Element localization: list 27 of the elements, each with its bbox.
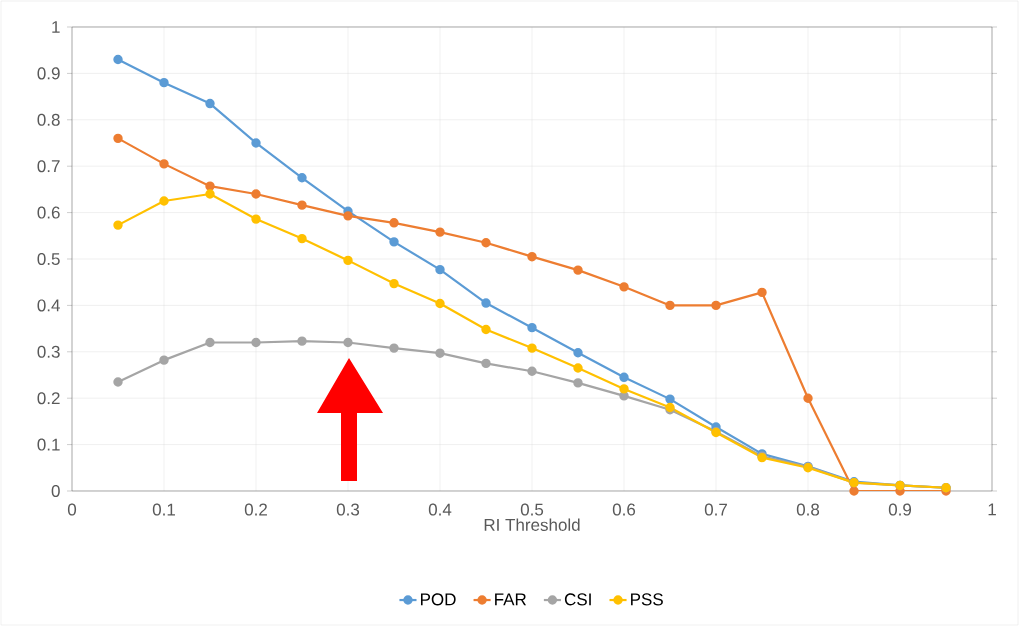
x-tick-label: 0.9 — [888, 503, 912, 516]
y-tick-label: 0.9 — [37, 67, 60, 80]
x-tick-label: 0.1 — [152, 503, 175, 516]
x-tick-label: 0.5 — [520, 503, 544, 516]
legend-label: CSI — [564, 593, 591, 606]
y-tick-label: 1 — [52, 21, 60, 33]
y-tick-label: 0 — [51, 484, 60, 498]
x-tick-label: 0.6 — [612, 503, 636, 516]
x-tick-label: 0.4 — [428, 503, 452, 516]
x-tick-label: 0.8 — [796, 503, 820, 516]
x-tick-label: 0.3 — [336, 503, 360, 516]
y-tick-label: 0.5 — [37, 252, 60, 266]
y-tick-label: 0.6 — [37, 206, 60, 219]
legend-label: FAR — [495, 593, 526, 606]
x-axis-title: RI Threshold — [484, 518, 580, 531]
x-tick-label: 0.7 — [704, 503, 727, 516]
legend-label: POD — [421, 593, 456, 606]
y-tick-label: 0.8 — [37, 113, 60, 126]
x-tick-label: 0 — [67, 503, 77, 516]
y-tick-label: 0.1 — [37, 438, 60, 451]
y-tick-label: 0.4 — [37, 299, 60, 312]
y-tick-label: 0.7 — [37, 160, 60, 173]
y-tick-label: 0.3 — [37, 345, 60, 358]
x-tick-label: 1 — [988, 503, 996, 516]
x-tick-label: 0.2 — [244, 503, 267, 516]
y-tick-label: 0.2 — [37, 392, 60, 405]
legend-label: PSS — [631, 593, 663, 606]
